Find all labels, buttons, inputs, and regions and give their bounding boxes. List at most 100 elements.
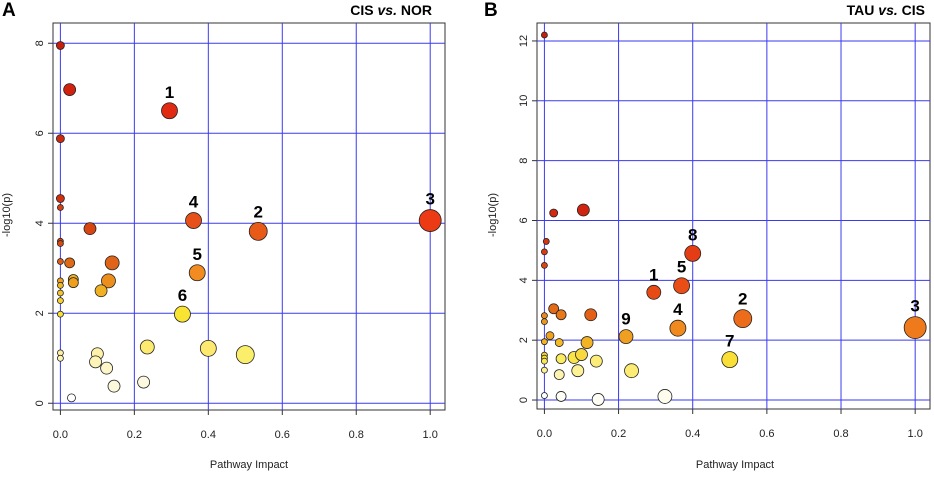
panel-b-point-label-8: 8 — [688, 225, 697, 244]
panel-b-y-tick-label: 0 — [518, 397, 530, 403]
panel-a-x-tick-label: 0.4 — [201, 429, 216, 441]
panel-b-y-tick-label: 4 — [518, 277, 530, 283]
panel-b: B TAU vs. CIS 0.0 0.2 0.4 0.6 0.8 1.0 0246810… — [484, 0, 931, 471]
panel-b-pathway-point — [571, 364, 585, 378]
panel-b-pathway-point — [584, 308, 598, 322]
panel-b-pathway-point — [549, 208, 559, 218]
panel-b-pathway-point — [541, 312, 548, 320]
panel-b-point-label-9: 9 — [621, 310, 630, 329]
panel-a-point-label-1: 1 — [165, 83, 174, 102]
panel-letter-b: B — [484, 0, 498, 21]
panel-b-pathway-point — [541, 31, 548, 39]
panel-b-plot-frame — [536, 22, 931, 410]
panel-a-pathway-point — [55, 194, 65, 203]
panel-b-pathway-point — [554, 338, 564, 347]
panel-b-pathway-point — [541, 261, 548, 269]
panel-letter-a: A — [2, 0, 16, 21]
panel-b-pathway-point — [555, 391, 567, 402]
panel-a-x-tick-label: 0.2 — [127, 429, 142, 441]
panel-b-y-label: -log10(p) — [487, 193, 499, 237]
panel-a-pathway-point — [55, 41, 65, 50]
panel-a-point-label-3: 3 — [425, 190, 434, 209]
panel-b-x-tick-label: 0.6 — [759, 428, 774, 440]
panel-a-pathway-point — [63, 83, 77, 96]
panel-a-pathway-point — [56, 289, 64, 297]
panel-a-pathway-point — [56, 258, 64, 265]
panel-a-grid — [53, 23, 445, 410]
panel-b-title: TAU vs. CIS — [847, 2, 925, 18]
panel-b-y-tick-label: 8 — [518, 158, 530, 164]
panel-a-pathway-point — [89, 355, 102, 369]
panel-b-pathway-point — [541, 318, 548, 326]
panel-a-pathway-point — [56, 354, 64, 362]
panel-a-pathway-point — [107, 379, 121, 393]
panel-b-pathway-point — [580, 336, 594, 349]
panel-b-point-label-1: 1 — [649, 265, 658, 284]
panel-b-pathway-point-4 — [669, 319, 687, 337]
panel-b-pathway-point-3 — [903, 316, 927, 340]
panel-a-x-axis: 0.0 0.2 0.4 0.6 0.8 1.0 — [53, 410, 438, 441]
panel-b-pathway-point — [541, 338, 548, 346]
panel-a-x-tick-label: 0.8 — [349, 429, 364, 441]
panel-a: A CIS vs. NOR 0.0 0.2 0.4 0.6 0.8 1.0 0 2 4 6 8 1… — [1, 0, 446, 471]
panel-b-point-label-3: 3 — [910, 297, 919, 316]
panel-a-point-label-5: 5 — [192, 245, 201, 264]
panel-b-x-axis: 0.0 0.2 0.4 0.6 0.8 1.0 — [537, 409, 923, 440]
panel-a-pathway-point — [56, 281, 64, 289]
panel-a-pathway-point — [56, 240, 64, 247]
panel-b-x-tick-label: 0.0 — [537, 428, 552, 440]
panel-b-pathway-point — [555, 309, 567, 321]
panel-b-pathway-point-5 — [673, 277, 690, 295]
panel-b-y-tick-label: 6 — [518, 217, 530, 223]
panel-b-pathway-point-9 — [618, 329, 634, 344]
panel-a-point-labels: 1 2 3 4 5 6 — [165, 83, 435, 305]
panel-b-grid — [537, 23, 930, 409]
panel-b-title-right: CIS — [902, 2, 925, 18]
panel-a-pathway-point — [64, 257, 76, 269]
panel-b-pathway-point — [589, 354, 603, 368]
panel-a-pathway-point — [137, 375, 151, 389]
panel-a-pathway-point — [235, 345, 255, 365]
panel-b-title-left: TAU — [847, 2, 875, 18]
panel-b-point-label-7: 7 — [725, 332, 734, 351]
panel-a-pathway-point-5 — [188, 264, 206, 282]
panel-b-pathway-point — [542, 238, 550, 245]
panel-a-title-vs: vs. — [378, 2, 397, 18]
panel-b-point-labels: 1 2 3 4 5 7 8 9 — [621, 225, 920, 350]
panel-a-x-tick-label: 0.0 — [53, 429, 68, 441]
panel-a-y-tick-label: 2 — [34, 310, 46, 316]
panel-b-pathway-point — [553, 369, 565, 380]
panel-b-pathway-point — [555, 353, 567, 365]
panel-a-pathway-point — [101, 273, 116, 289]
panel-b-pathway-point — [657, 389, 673, 404]
panel-b-pathway-point-7 — [721, 351, 739, 369]
panel-a-pathway-point — [104, 255, 120, 271]
panel-a-pathway-point-3 — [418, 209, 442, 232]
panel-a-y-label: -log10(p) — [1, 193, 13, 237]
panel-a-pathway-point-1 — [161, 102, 178, 120]
panel-b-x-tick-label: 0.8 — [833, 428, 848, 440]
panel-b-point-label-5: 5 — [677, 258, 686, 277]
panel-b-point-label-4: 4 — [673, 300, 683, 319]
panel-b-pathway-point — [541, 357, 548, 365]
panel-a-pathway-point — [56, 310, 64, 318]
panel-a-x-label: Pathway Impact — [210, 459, 288, 471]
panel-b-title-vs: vs. — [878, 2, 897, 18]
panel-b-pathway-point — [575, 348, 588, 361]
panel-a-y-tick-label: 0 — [34, 400, 46, 406]
panel-a-pathway-point — [199, 339, 217, 357]
panel-b-y-tick-label: 12 — [518, 35, 530, 47]
panel-a-pathway-point — [139, 339, 155, 355]
panel-b-pathway-point — [576, 203, 590, 217]
panel-a-pathway-point-2 — [248, 221, 268, 241]
panel-a-pathway-point — [55, 134, 65, 144]
panel-a-pathway-point — [56, 204, 64, 211]
panel-a-y-axis: 0 2 4 6 8 — [34, 40, 53, 406]
panel-a-pathway-point — [83, 222, 97, 236]
panel-b-y-tick-label: 2 — [518, 337, 530, 343]
panel-b-x-label: Pathway Impact — [696, 459, 774, 471]
panel-a-x-tick-label: 0.6 — [275, 429, 290, 441]
panel-a-points — [55, 41, 442, 403]
